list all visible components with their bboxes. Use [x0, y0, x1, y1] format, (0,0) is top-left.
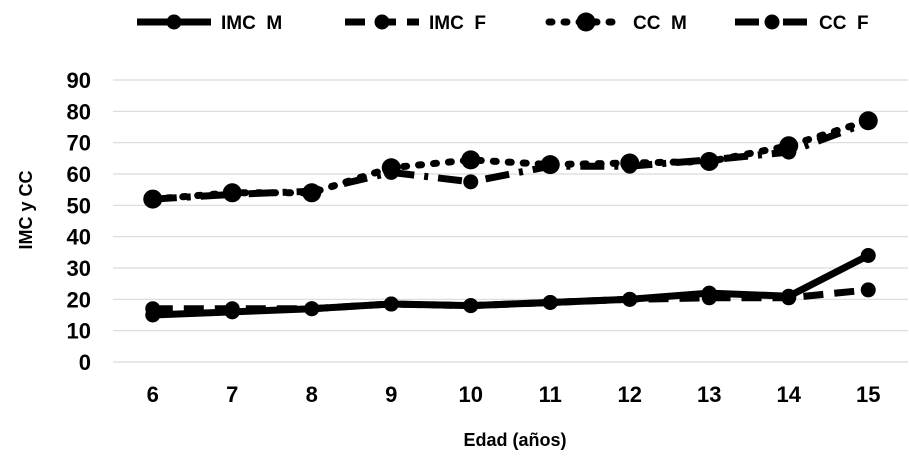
y-tick-label-80: 80 — [67, 99, 91, 124]
series-3-point-10 — [463, 174, 479, 190]
y-tick-label-10: 10 — [67, 319, 91, 344]
series-3-point-12 — [622, 158, 638, 174]
legend-label-1: IMC F — [429, 13, 486, 34]
axis-ticks: 0 10 20 30 40 50 60 70 80 90 6 7 8 9 10 11 12 13 14 15 — [67, 68, 881, 407]
legend-label-0: IMC M — [221, 13, 282, 34]
x-tick-label-7: 7 — [226, 382, 238, 407]
series-3-point-6 — [145, 191, 161, 207]
legend-marker-3 — [764, 14, 780, 30]
legend-label-3: CC F — [819, 13, 869, 34]
y-tick-label-70: 70 — [67, 131, 91, 156]
series-3-point-11 — [542, 158, 558, 174]
y-tick-label-0: 0 — [79, 350, 91, 375]
series-0-point-15 — [860, 247, 876, 263]
series-1-point-15 — [860, 282, 876, 298]
x-tick-label-6: 6 — [147, 382, 159, 407]
y-tick-label-90: 90 — [67, 68, 91, 93]
x-tick-label-13: 13 — [697, 382, 721, 407]
x-tick-label-11: 11 — [539, 382, 562, 407]
series-lines — [143, 111, 878, 323]
x-axis-title: Edad (años) — [463, 430, 566, 450]
series-line-1 — [152, 286, 869, 313]
y-tick-label-20: 20 — [67, 287, 91, 312]
y-tick-label-50: 50 — [67, 193, 91, 218]
series-1-point-12 — [622, 291, 638, 307]
y-tick-label-40: 40 — [67, 225, 91, 250]
series-1-point-8 — [304, 301, 320, 317]
legend-marker-2 — [576, 12, 596, 32]
legend-marker-1 — [374, 14, 390, 30]
legend-item-1: IMC F — [345, 13, 486, 34]
x-tick-label-8: 8 — [306, 382, 318, 407]
x-tick-label-10: 10 — [459, 382, 483, 407]
series-1-point-9 — [383, 296, 399, 312]
series-1-point-6 — [145, 301, 161, 317]
series-3-point-13 — [701, 152, 717, 168]
y-axis-title: IMC y CC — [16, 170, 36, 249]
series-3-point-7 — [224, 186, 240, 202]
legend-item-0: IMC M — [137, 13, 282, 34]
series-1-point-14 — [781, 290, 797, 306]
y-tick-label-30: 30 — [67, 256, 91, 281]
x-tick-label-9: 9 — [385, 382, 397, 407]
legend-item-2: CC M — [545, 12, 687, 34]
x-tick-label-14: 14 — [777, 382, 802, 407]
y-tick-label-60: 60 — [67, 162, 91, 187]
x-tick-label-12: 12 — [618, 382, 642, 407]
series-1-point-10 — [463, 298, 479, 314]
series-3-point-15 — [860, 114, 876, 130]
series-line-2 — [149, 117, 872, 203]
legend-item-3: CC F — [735, 13, 869, 34]
legend: IMC M IMC F CC M CC F — [137, 12, 869, 34]
series-3-point-14 — [781, 144, 797, 160]
series-1 — [145, 282, 876, 317]
legend-marker-0 — [166, 14, 182, 30]
series-2-point-10 — [461, 150, 481, 170]
legend-label-2: CC M — [633, 13, 687, 34]
series-1-point-11 — [542, 294, 558, 310]
x-tick-label-15: 15 — [856, 382, 880, 407]
gridlines — [113, 79, 908, 363]
series-3-point-8 — [304, 183, 320, 199]
series-line-3 — [152, 119, 870, 203]
series-1-point-13 — [701, 290, 717, 306]
series-3-point-9 — [383, 164, 399, 180]
series-1-point-7 — [224, 301, 240, 317]
series-3 — [145, 114, 876, 207]
